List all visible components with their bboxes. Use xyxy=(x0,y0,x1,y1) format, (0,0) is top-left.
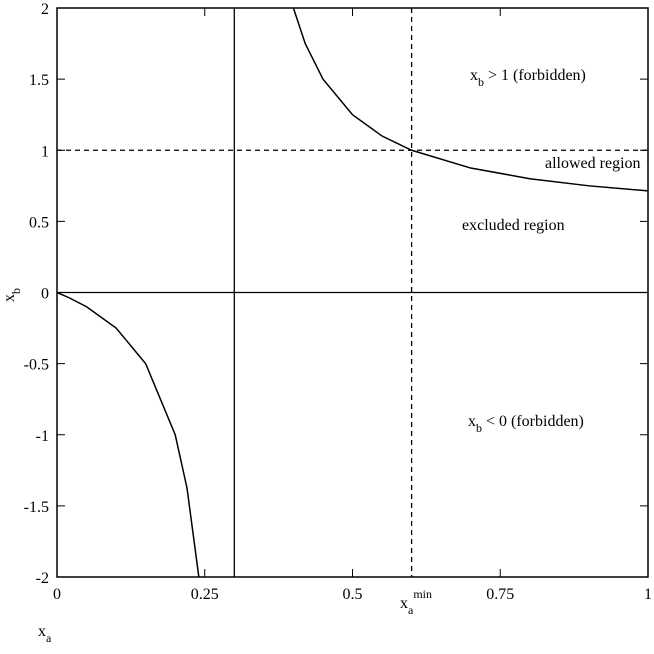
y-tick-label: 1.5 xyxy=(29,72,49,89)
annotation-text: > 1 (forbidden) xyxy=(484,67,586,84)
annotation: excluded region xyxy=(462,217,565,234)
y-tick-label: -1.5 xyxy=(24,499,49,516)
x-tick-label: 0.75 xyxy=(486,586,514,603)
y-axis-label: xb xyxy=(1,288,23,302)
curve xyxy=(56,7,649,578)
y-tick-label: 0 xyxy=(41,286,49,303)
y-tick-label: -0.5 xyxy=(24,357,49,374)
annotation: xa min xyxy=(400,587,432,617)
annotation-text: excluded region xyxy=(462,217,565,234)
annotation-text: allowed region xyxy=(545,155,641,172)
annotation-base: x xyxy=(468,413,476,430)
y-tick-label: -2 xyxy=(36,570,49,587)
annotation: xb < 0 (forbidden) xyxy=(468,413,584,435)
annotation-text: < 0 (forbidden) xyxy=(482,413,584,430)
y-tick-label: 0.5 xyxy=(29,214,49,231)
y-tick-label: -1 xyxy=(36,428,49,445)
y-axis-label-base: x xyxy=(1,294,18,302)
y-axis-label-sub: b xyxy=(9,288,23,294)
y-tick-label: 2 xyxy=(41,1,49,18)
annotation-sub: a xyxy=(408,603,414,617)
annotation-sub: b xyxy=(478,75,484,89)
x-tick-label: 0 xyxy=(53,586,61,603)
x-tick-label: 0.25 xyxy=(191,586,219,603)
x-tick-label: 1 xyxy=(644,586,652,603)
annotation-sub: b xyxy=(476,421,482,435)
annotation: xb > 1 (forbidden) xyxy=(470,67,586,89)
annotation-base: x xyxy=(470,67,478,84)
x-tick-label: 0.5 xyxy=(343,586,363,603)
x-axis-label-sub: a xyxy=(46,631,52,645)
annotation-base: x xyxy=(400,595,408,612)
annotation-sup: min xyxy=(413,587,432,601)
annotation: allowed region xyxy=(545,155,641,172)
x-axis-label: xa xyxy=(38,623,52,645)
x-axis-label-base: x xyxy=(38,623,46,640)
y-tick-label: 1 xyxy=(41,143,49,160)
